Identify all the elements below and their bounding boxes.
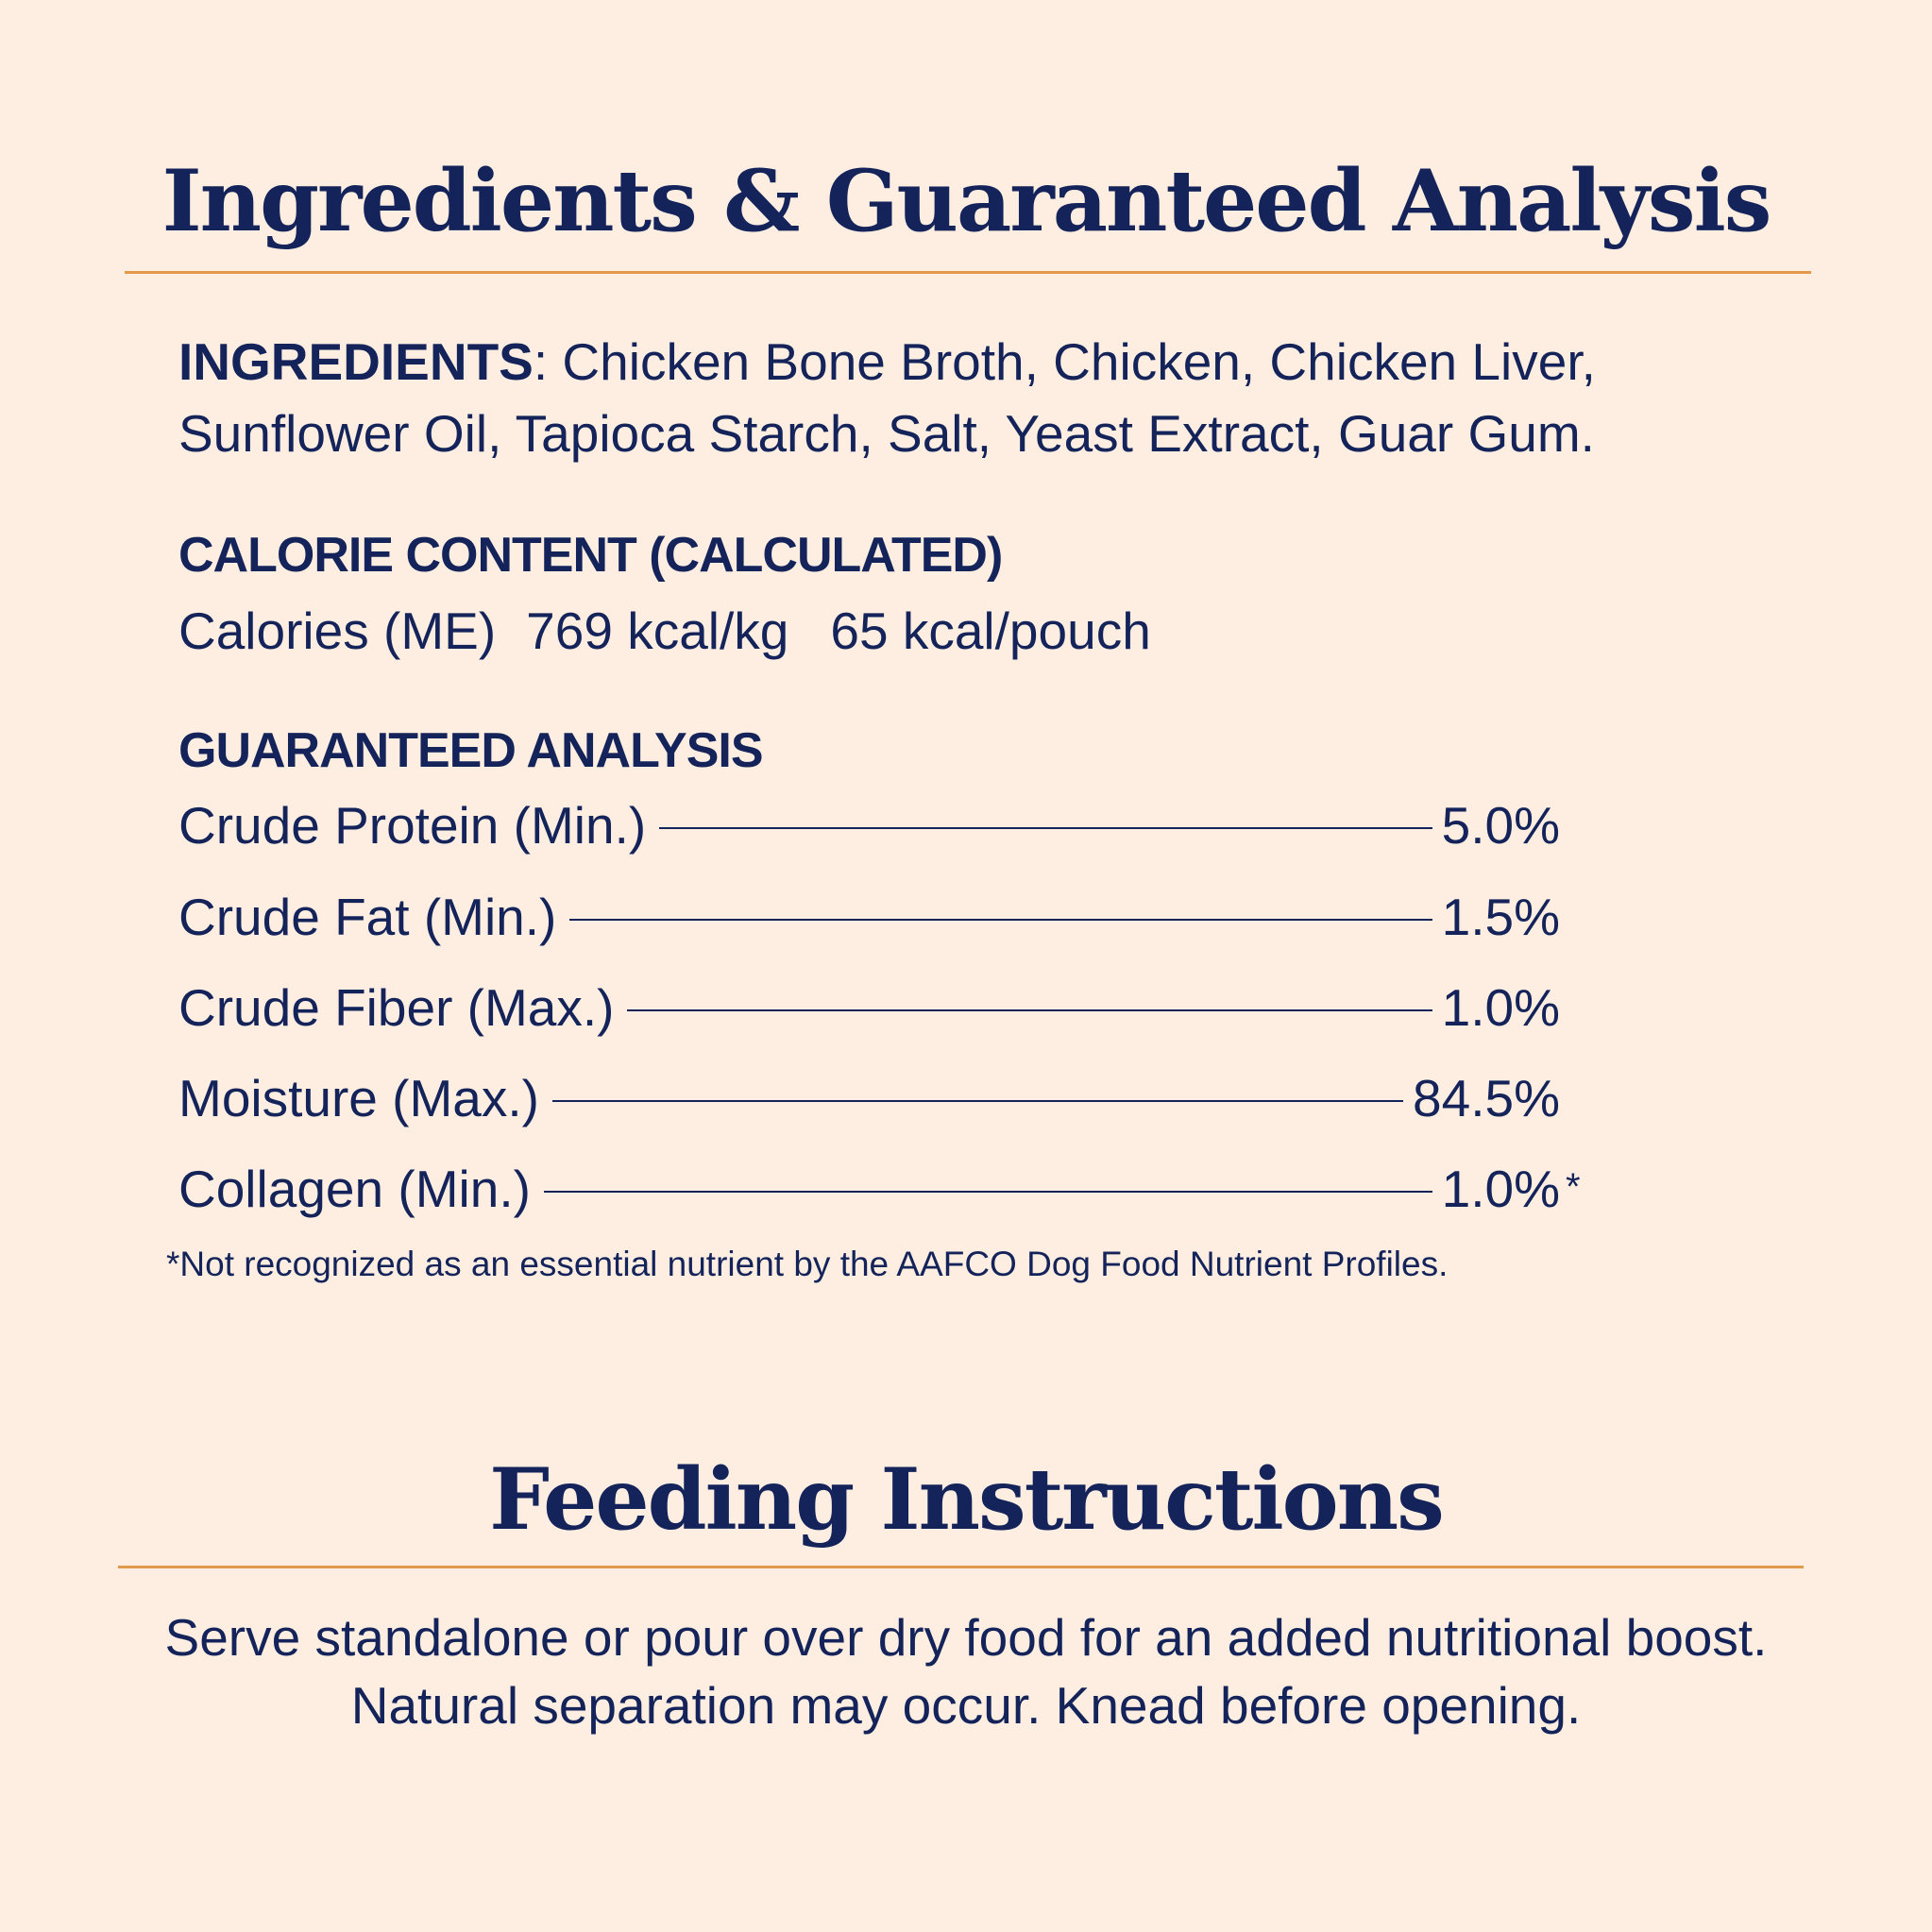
nutrient-value: 5.0% <box>1441 796 1560 855</box>
analysis-row: Crude Fiber (Max.) 1.0% <box>178 970 1560 1045</box>
ingredients-text: : Chicken Bone Broth, Chicken, Chicken L… <box>178 332 1596 463</box>
leader-line <box>543 1191 1432 1193</box>
leader-line <box>569 919 1432 921</box>
footnote: *Not recognized as an essential nutrient… <box>166 1245 1449 1283</box>
calorie-line: Calories (ME) 769 kcal/kg 65 kcal/pouch <box>178 595 1151 667</box>
calorie-heading: CALORIE CONTENT (CALCULATED) <box>178 528 1003 583</box>
nutrient-value: 84.5% <box>1413 1069 1560 1127</box>
nutrient-value: 1.0% * <box>1441 1160 1581 1218</box>
nutrient-name: Moisture (Max.) <box>178 1069 539 1127</box>
calorie-per-pouch: 65 kcal/pouch <box>830 602 1151 660</box>
main-title: Ingredients & Guaranteed Analysis <box>161 151 1772 251</box>
nutrient-name: Crude Fat (Min.) <box>178 888 557 946</box>
nutrient-value: 1.0% <box>1441 978 1560 1037</box>
nutrient-name: Collagen (Min.) <box>178 1160 531 1218</box>
analysis-row: Crude Fat (Min.) 1.5% <box>178 879 1560 955</box>
nutrient-value: 1.5% <box>1441 888 1560 946</box>
calorie-label: Calories (ME) <box>178 602 497 660</box>
feeding-title: Feeding Instructions <box>489 1449 1445 1550</box>
divider <box>118 1566 1804 1568</box>
nutrient-name: Crude Protein (Min.) <box>178 796 647 855</box>
ingredients: INGREDIENTS: Chicken Bone Broth, Chicken… <box>178 326 1727 469</box>
analysis-row: Crude Protein (Min.) 5.0% <box>178 788 1560 863</box>
leader-line <box>627 1009 1432 1011</box>
nutrient-name: Crude Fiber (Max.) <box>178 978 615 1037</box>
analysis-row: Moisture (Max.) 84.5% <box>178 1060 1560 1136</box>
ingredients-label: INGREDIENTS <box>178 332 534 391</box>
footnote-marker: * <box>1566 1166 1581 1208</box>
analysis-row: Collagen (Min.) 1.0% * <box>178 1151 1581 1227</box>
leader-line <box>659 827 1432 829</box>
feeding-text: Serve standalone or pour over dry food f… <box>164 1608 1768 1735</box>
calorie-per-kg: 769 kcal/kg <box>526 602 789 660</box>
leader-line <box>552 1100 1404 1102</box>
analysis-heading: GUARANTEED ANALYSIS <box>178 723 764 778</box>
divider <box>125 271 1811 274</box>
